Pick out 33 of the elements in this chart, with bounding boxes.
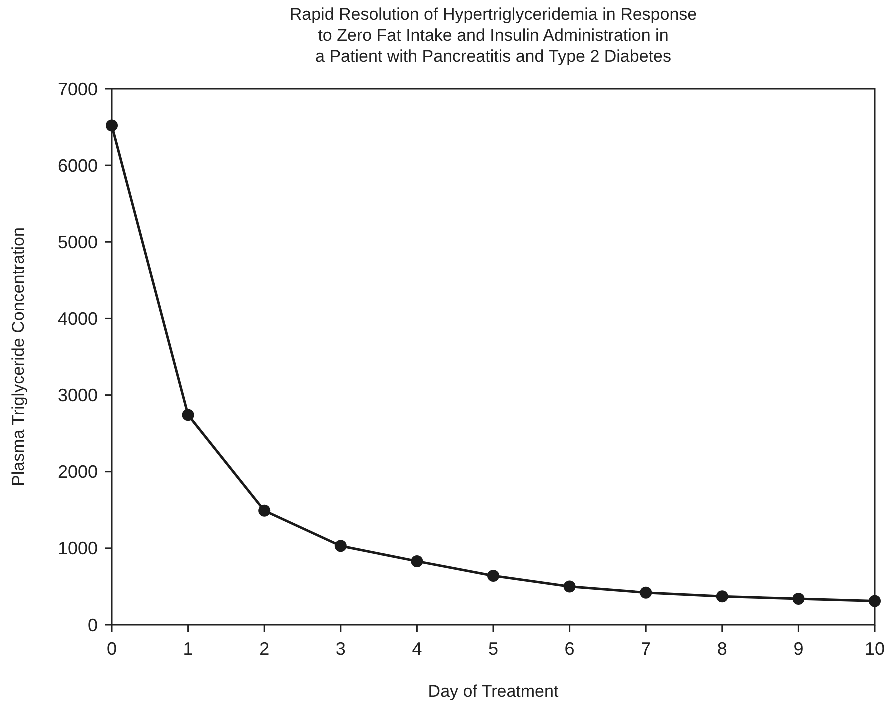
y-tick-label: 6000 bbox=[58, 156, 98, 176]
y-tick-label: 7000 bbox=[58, 79, 98, 100]
chart-title: Rapid Resolution of Hypertriglyceridemia in Response to Zero Fat Intake and Insulin Administration in a Patient with Pancreatitis and Type 2 Diabetes bbox=[290, 5, 698, 66]
point bbox=[488, 570, 500, 582]
x-tick-label: 2 bbox=[260, 639, 270, 659]
point bbox=[869, 595, 881, 608]
x-tick-label: 8 bbox=[717, 639, 728, 659]
point bbox=[258, 504, 271, 517]
x-tick-label: 10 bbox=[864, 639, 886, 659]
point bbox=[182, 409, 194, 422]
x-tick-label: 5 bbox=[488, 639, 499, 659]
x-tick-label: 4 bbox=[412, 639, 422, 659]
y-tick-label: 3000 bbox=[58, 386, 98, 406]
point bbox=[564, 580, 576, 593]
x-tick-label: 0 bbox=[106, 639, 118, 659]
x-tick-label: 1 bbox=[183, 639, 194, 659]
point bbox=[716, 590, 728, 603]
x-tick-label: 7 bbox=[641, 639, 652, 659]
point bbox=[106, 120, 118, 132]
x-axis-title: Day of Treatment bbox=[428, 682, 559, 701]
point bbox=[792, 592, 805, 605]
x-tick-label: 9 bbox=[794, 639, 804, 659]
point bbox=[334, 540, 347, 552]
y-axis-title: Plasma Triglyceride Concentration bbox=[9, 228, 28, 486]
y-tick-label: 2000 bbox=[58, 462, 98, 482]
y-tick-label: 1000 bbox=[58, 538, 98, 559]
y-tick-label: 4000 bbox=[58, 309, 98, 330]
y-tick-label: 5000 bbox=[58, 232, 98, 252]
point bbox=[411, 555, 424, 568]
point bbox=[640, 586, 652, 599]
x-tick-label: 3 bbox=[336, 639, 346, 659]
y-tick-label: 0 bbox=[88, 615, 98, 636]
x-tick-label: 6 bbox=[564, 639, 575, 659]
